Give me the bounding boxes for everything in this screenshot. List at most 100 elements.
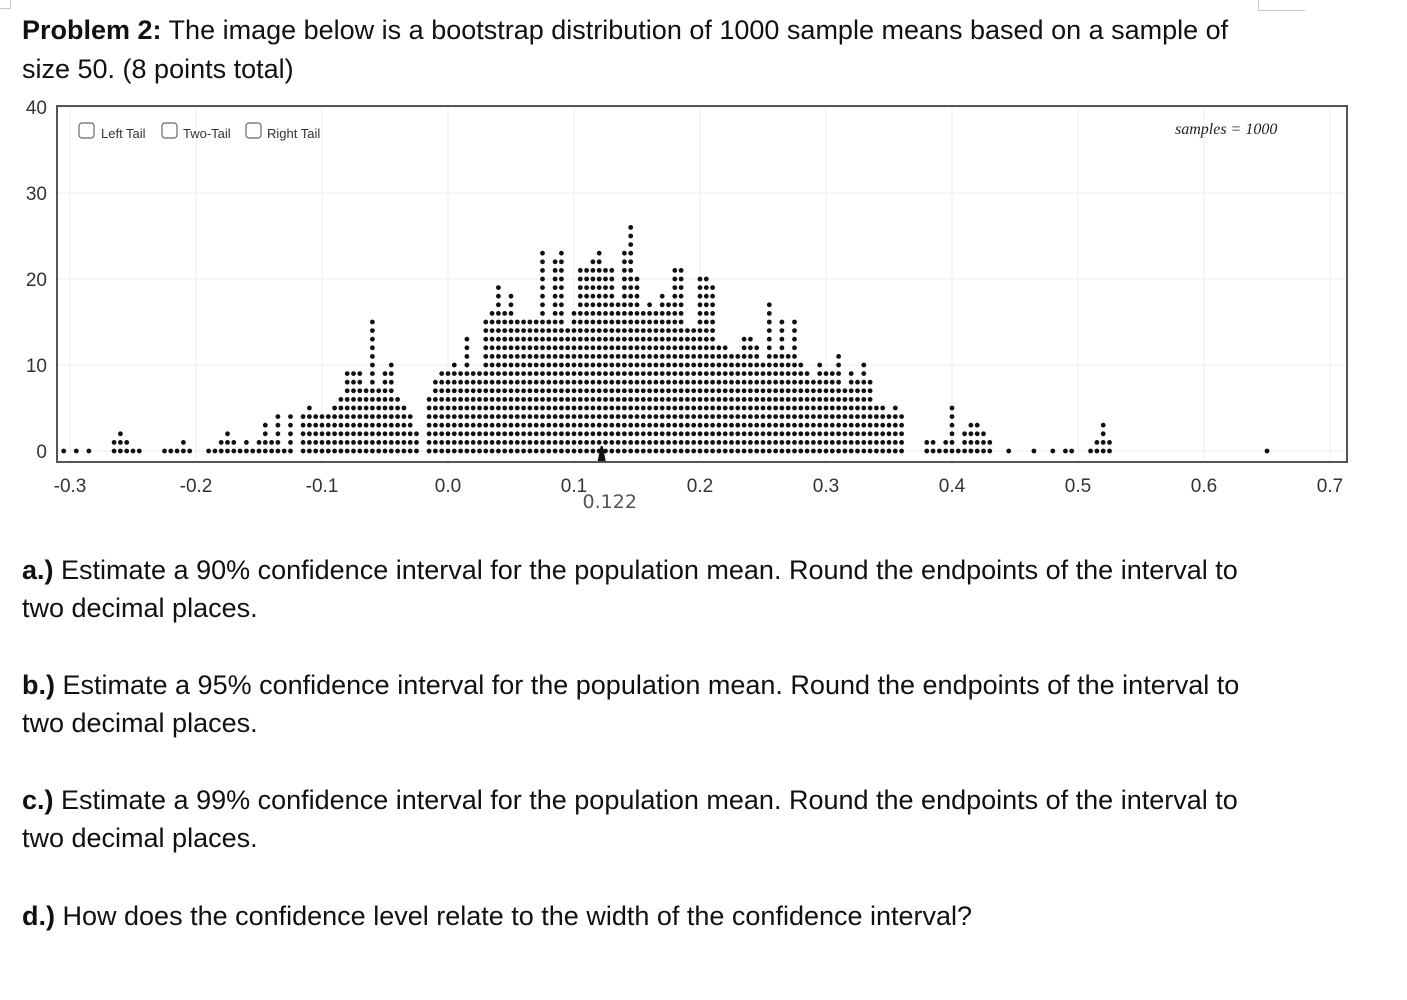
dot — [382, 371, 388, 376]
dot — [584, 422, 589, 428]
dot — [502, 311, 508, 316]
dot — [338, 405, 344, 411]
dot — [1094, 448, 1100, 454]
dot — [470, 448, 476, 454]
dot — [685, 371, 690, 376]
dot — [370, 379, 375, 385]
dot — [685, 414, 690, 419]
dot — [565, 388, 571, 394]
dot — [288, 414, 293, 419]
dot — [792, 422, 797, 428]
dot — [836, 379, 841, 385]
dot — [949, 414, 955, 419]
dot — [792, 371, 797, 376]
dot — [489, 311, 495, 316]
question-c-lead: c.) — [22, 785, 54, 815]
dot — [363, 431, 369, 437]
dot — [773, 379, 778, 385]
dot — [489, 414, 495, 419]
dot — [571, 319, 577, 325]
dot — [622, 259, 627, 265]
dot — [609, 405, 615, 411]
dot — [584, 345, 589, 351]
dot — [855, 397, 860, 402]
dot — [596, 440, 602, 445]
dot — [439, 388, 445, 394]
dot — [741, 422, 747, 428]
dot — [565, 362, 571, 368]
dot — [496, 362, 501, 368]
dot — [565, 354, 571, 359]
dot — [483, 414, 489, 419]
dot — [514, 336, 520, 342]
dot — [892, 405, 898, 411]
dot — [659, 328, 665, 333]
dot — [540, 250, 545, 256]
dot — [741, 397, 747, 402]
dot — [666, 448, 671, 454]
dot — [483, 354, 489, 359]
dot — [565, 371, 571, 376]
dot — [546, 345, 552, 351]
dot — [357, 448, 363, 454]
dot — [559, 448, 564, 454]
dot — [697, 319, 703, 325]
dot — [571, 440, 577, 445]
dot — [710, 388, 715, 394]
x-tick-label: -0.2 — [180, 476, 213, 497]
dot — [533, 448, 539, 454]
dot — [533, 431, 539, 437]
dot — [672, 302, 678, 308]
dot — [508, 431, 514, 437]
dot — [678, 440, 684, 445]
dot — [552, 328, 558, 333]
dot — [779, 440, 785, 445]
dot — [351, 379, 356, 385]
dot — [527, 328, 533, 333]
dot — [792, 345, 797, 351]
dot — [521, 328, 526, 333]
dot — [678, 319, 684, 325]
dot — [653, 354, 659, 359]
dot — [458, 388, 463, 394]
dot — [483, 336, 489, 342]
dot — [533, 371, 539, 376]
dot — [464, 405, 470, 411]
dot — [73, 448, 79, 454]
dot — [792, 440, 797, 445]
dot — [351, 448, 356, 454]
dot — [949, 448, 955, 454]
y-tick-label: 20 — [26, 270, 47, 291]
dot — [760, 414, 766, 419]
dot — [433, 440, 438, 445]
dot — [874, 440, 879, 445]
dot — [640, 328, 646, 333]
dot — [477, 448, 482, 454]
dot — [344, 379, 350, 385]
dot — [514, 319, 520, 325]
dot — [458, 379, 463, 385]
dot — [628, 354, 634, 359]
dot — [540, 448, 545, 454]
dot — [332, 422, 337, 428]
dot — [540, 362, 545, 368]
dot — [697, 354, 703, 359]
dot — [584, 293, 589, 299]
dot — [269, 440, 274, 445]
dot — [489, 362, 495, 368]
dot — [754, 431, 760, 437]
dot — [609, 414, 615, 419]
dot — [546, 371, 552, 376]
dot — [766, 302, 772, 308]
dot — [779, 336, 785, 342]
dot — [798, 448, 804, 454]
dot — [615, 405, 621, 411]
dot — [596, 371, 602, 376]
dot — [508, 345, 514, 351]
dot — [546, 397, 552, 402]
dot — [496, 371, 501, 376]
dot — [464, 379, 470, 385]
dot — [748, 371, 753, 376]
dot — [382, 448, 388, 454]
dot — [773, 440, 778, 445]
